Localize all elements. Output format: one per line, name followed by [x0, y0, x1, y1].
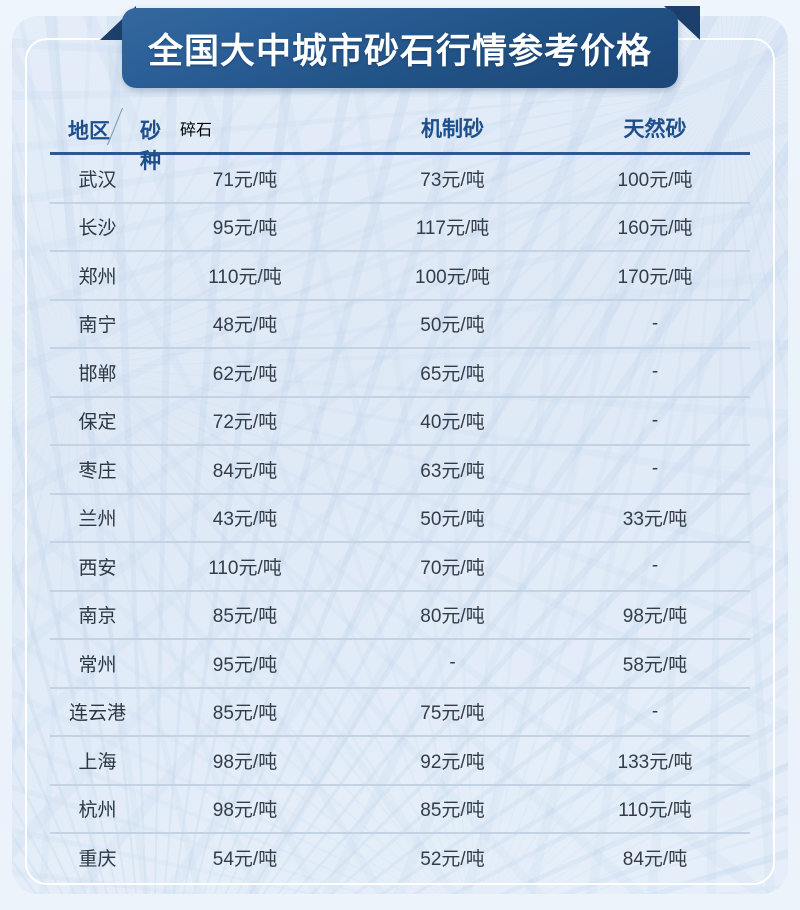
title-banner: 全国大中城市砂石行情参考价格 [100, 0, 700, 96]
table-header-row: 地区 砂种 碎石 机制砂 天然砂 [50, 104, 750, 173]
cell-manufactured-sand: 92元/吨 [420, 751, 485, 773]
fan-texture-layer-2 [12, 16, 788, 894]
cell-manufactured-sand: 117元/吨 [415, 218, 490, 240]
cell-natural-sand: - [651, 361, 659, 383]
cell-crushed-stone: 98元/吨 [212, 751, 278, 773]
table-row: 南京 85元/吨 80元/吨 98元/吨 [50, 590, 750, 639]
header-col-crushed-stone-label: 碎石 [180, 122, 213, 139]
header-col-natural-sand-label: 天然砂 [623, 118, 687, 141]
table-row: 杭州 98元/吨 85元/吨 110元/吨 [50, 784, 750, 833]
cell-crushed-stone: 110元/吨 [208, 557, 282, 579]
cell-region: 郑州 [78, 266, 117, 288]
cell-natural-sand: 58元/吨 [622, 654, 688, 676]
cell-region: 南京 [78, 606, 117, 628]
cell-natural-sand: - [651, 700, 659, 722]
cell-crushed-stone: 95元/吨 [212, 654, 278, 676]
cell-manufactured-sand: 50元/吨 [420, 509, 485, 531]
cell-crushed-stone: 72元/吨 [212, 412, 278, 434]
cell-natural-sand: 100元/吨 [617, 169, 693, 191]
cell-manufactured-sand: 85元/吨 [420, 800, 485, 822]
cell-manufactured-sand: - [449, 652, 456, 674]
table-row: 南宁 48元/吨 50元/吨 - [50, 299, 750, 348]
cell-manufactured-sand: 52元/吨 [420, 848, 485, 870]
cell-natural-sand: - [651, 555, 659, 577]
cell-natural-sand: 98元/吨 [622, 606, 688, 628]
cell-region: 西安 [78, 557, 117, 579]
cell-crushed-stone: 98元/吨 [212, 800, 278, 822]
header-sand-type-label: 砂种 [140, 120, 161, 173]
header-col-manufactured-sand-label: 机制砂 [421, 118, 484, 141]
cell-natural-sand: 110元/吨 [618, 800, 692, 822]
header-corner-cell: 地区 砂种 [50, 104, 180, 173]
header-col-natural-sand: 天然砂 [560, 113, 750, 143]
cell-region: 南宁 [78, 315, 117, 337]
header-region-label: 地区 [68, 120, 110, 143]
cell-crushed-stone: 54元/吨 [212, 848, 278, 870]
cell-region: 上海 [78, 751, 117, 773]
cell-manufactured-sand: 73元/吨 [420, 169, 485, 191]
cell-region: 常州 [78, 654, 117, 676]
table-row: 保定 72元/吨 40元/吨 - [50, 396, 750, 445]
cell-natural-sand: 160元/吨 [617, 218, 693, 240]
cell-region: 兰州 [78, 509, 117, 531]
cell-manufactured-sand: 40元/吨 [420, 412, 485, 434]
fan-texture-layer-1 [12, 16, 788, 894]
cell-crushed-stone: 85元/吨 [212, 606, 278, 628]
cell-manufactured-sand: 75元/吨 [420, 703, 485, 725]
cell-manufactured-sand: 80元/吨 [420, 606, 485, 628]
table-row: 连云港 85元/吨 75元/吨 - [50, 687, 750, 736]
cell-region: 连云港 [68, 703, 126, 725]
cell-region: 重庆 [78, 848, 117, 870]
cell-natural-sand: 170元/吨 [617, 266, 693, 288]
cell-natural-sand: - [651, 458, 659, 480]
price-table: 地区 砂种 碎石 机制砂 天然砂 武汉 71元/吨 73元/吨 100元/吨 长沙 95元… [50, 104, 750, 881]
cell-manufactured-sand: 63元/吨 [420, 460, 485, 482]
cell-region: 武汉 [78, 169, 117, 191]
cell-crushed-stone: 85元/吨 [212, 703, 278, 725]
table-row: 兰州 43元/吨 50元/吨 33元/吨 [50, 493, 750, 542]
cell-region: 长沙 [78, 218, 117, 240]
cell-manufactured-sand: 65元/吨 [420, 363, 485, 385]
page-title: 全国大中城市砂石行情参考价格 [147, 31, 652, 71]
cell-manufactured-sand: 50元/吨 [420, 315, 485, 337]
cell-manufactured-sand: 70元/吨 [420, 557, 485, 579]
background-panel [12, 16, 788, 894]
table-body: 武汉 71元/吨 73元/吨 100元/吨 长沙 95元/吨 117元/吨 160元/吨 郑州 1… [50, 155, 750, 881]
header-col-manufactured-sand: 机制砂 [345, 113, 560, 143]
cell-region: 邯郸 [78, 363, 117, 385]
table-row: 重庆 54元/吨 52元/吨 84元/吨 [50, 833, 750, 881]
header-col-crushed-stone: 碎石 [180, 116, 345, 140]
cell-crushed-stone: 62元/吨 [212, 363, 278, 385]
cell-crushed-stone: 48元/吨 [212, 315, 278, 337]
table-row: 上海 98元/吨 92元/吨 133元/吨 [50, 736, 750, 785]
cell-region: 保定 [78, 412, 117, 434]
cell-crushed-stone: 95元/吨 [212, 218, 278, 240]
cell-crushed-stone: 110元/吨 [208, 266, 282, 288]
cell-natural-sand: - [651, 409, 659, 431]
cell-natural-sand: - [651, 312, 659, 334]
cell-region: 枣庄 [78, 460, 117, 482]
table-row: 武汉 71元/吨 73元/吨 100元/吨 [50, 155, 750, 203]
cell-manufactured-sand: 100元/吨 [415, 266, 490, 288]
table-row: 常州 95元/吨 - 58元/吨 [50, 639, 750, 688]
table-row: 长沙 95元/吨 117元/吨 160元/吨 [50, 202, 750, 251]
cell-natural-sand: 33元/吨 [622, 509, 688, 531]
table-row: 枣庄 84元/吨 63元/吨 - [50, 445, 750, 494]
banner-plate: 全国大中城市砂石行情参考价格 [122, 8, 678, 88]
cell-natural-sand: 133元/吨 [617, 751, 693, 773]
cell-crushed-stone: 84元/吨 [212, 460, 278, 482]
table-row: 西安 110元/吨 70元/吨 - [50, 542, 750, 591]
cell-natural-sand: 84元/吨 [622, 848, 688, 870]
table-row: 邯郸 62元/吨 65元/吨 - [50, 348, 750, 397]
cell-crushed-stone: 71元/吨 [212, 169, 278, 191]
table-row: 郑州 110元/吨 100元/吨 170元/吨 [50, 251, 750, 300]
cell-crushed-stone: 43元/吨 [212, 509, 278, 531]
cell-region: 杭州 [78, 800, 117, 822]
